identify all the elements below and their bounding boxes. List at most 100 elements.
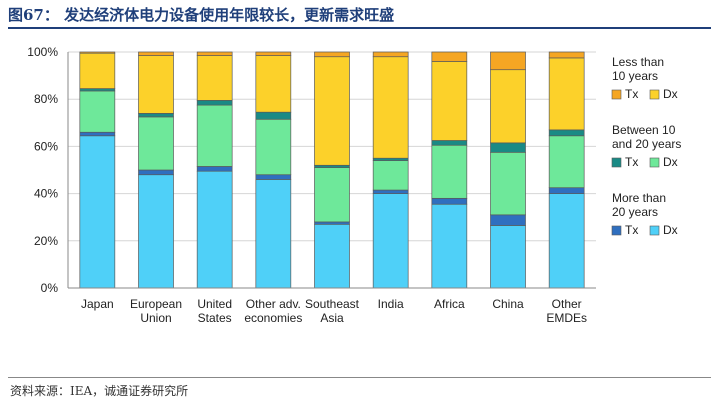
bar-segment-gt20-tx: [431, 197, 468, 205]
x-tick-label-line: Southeast: [305, 297, 360, 311]
bar-segment-lt10-tx: [431, 51, 468, 62]
bar-segment-lt10-tx: [314, 51, 350, 58]
bar-segment-lt10-dx: [372, 56, 409, 159]
bar-segment-lt10-dx: [314, 56, 350, 166]
legend-swatch: [611, 89, 622, 100]
bar-segment-lt10-tx: [196, 51, 233, 56]
legend-group-title: 10 years: [612, 69, 658, 83]
source-note: 资料来源：IEA，诚通证券研究所: [10, 384, 189, 398]
bar-segment-gt20-dx: [372, 193, 409, 289]
bar-segment-lt10-dx: [490, 69, 526, 144]
bar-segment-mid-tx: [490, 142, 526, 153]
y-tick-label: 20%: [34, 234, 58, 248]
bar-segment-mid-tx: [314, 164, 350, 168]
bar-segment-gt20-tx: [372, 189, 409, 194]
bar-segment-gt20-dx: [548, 193, 585, 289]
bar-segment-gt20-dx: [255, 179, 292, 289]
figure-title: 图67： 发达经济体电力设备使用年限较长，更新需求旺盛: [8, 6, 395, 24]
bar-segment-lt10-dx: [196, 55, 233, 101]
bar-segment-mid-dx: [196, 104, 233, 167]
bar-segment-gt20-tx: [79, 131, 116, 137]
legend-item-label: Dx: [663, 87, 678, 101]
bar-segment-mid-dx: [79, 90, 116, 133]
bar-segment-gt20-dx: [314, 223, 350, 289]
bar-segment-mid-dx: [548, 135, 585, 189]
legend-swatch: [649, 157, 660, 168]
bar-segment-gt20-tx: [314, 221, 350, 225]
bar-segment-gt20-dx: [490, 225, 526, 289]
bar-segment-lt10-dx: [138, 55, 174, 114]
legend-item-label: Tx: [625, 223, 638, 237]
x-tick-label-line: Africa: [434, 297, 465, 311]
bar-segment-gt20-tx: [490, 214, 526, 226]
y-tick-label: 80%: [34, 92, 58, 106]
x-tick-label-line: United: [197, 297, 232, 311]
x-tick-label-line: EMDEs: [546, 311, 587, 325]
x-tick-label: European Union: [130, 297, 182, 325]
y-tick-label: 60%: [34, 139, 58, 153]
bar-segment-mid-dx: [490, 151, 526, 216]
x-tick-label-line: Other: [552, 297, 582, 311]
bar-segment-mid-dx: [372, 160, 409, 191]
bar-segment-lt10-tx: [255, 51, 292, 56]
bar-segment-gt20-dx: [196, 170, 233, 289]
x-tick-label-line: economies: [244, 311, 302, 325]
y-tick-label: 100%: [27, 45, 58, 59]
x-tick-label: United States: [197, 297, 232, 325]
bar-segment-mid-dx: [255, 118, 292, 176]
legend-group-title: 20 years: [612, 205, 658, 219]
x-tick-label: India: [378, 297, 404, 311]
bars: [79, 51, 585, 289]
x-tick-label-line: Asia: [320, 311, 344, 325]
bar-segment-lt10-dx: [79, 52, 116, 89]
x-tick-label-line: India: [378, 297, 404, 311]
bar-segment-gt20-dx: [431, 203, 468, 289]
bar-segment-mid-tx: [372, 157, 409, 161]
legend-item-label: Dx: [663, 223, 678, 237]
bar-segment-mid-tx: [138, 113, 174, 118]
x-tick-label-line: Japan: [81, 297, 114, 311]
x-tick-label: Other EMDEs: [546, 297, 587, 325]
bar-segment-mid-tx: [548, 129, 585, 137]
bar-segment-mid-tx: [431, 140, 468, 146]
x-tick-label: China: [492, 297, 524, 311]
bar-segment-gt20-tx: [548, 187, 585, 194]
y-tick-label: 0%: [41, 281, 59, 295]
x-tick-label-line: States: [198, 311, 232, 325]
bar-segment-lt10-tx: [490, 51, 526, 71]
bar-segment-mid-dx: [138, 116, 174, 171]
bar-segment-gt20-tx: [196, 166, 233, 172]
bar-segment-gt20-dx: [79, 135, 116, 289]
legend-group-title: Between 10: [612, 123, 676, 137]
x-tick-label: Southeast Asia: [305, 297, 360, 325]
x-tick-label: Japan: [81, 297, 114, 311]
legend-item-label: Tx: [625, 87, 638, 101]
x-tick-label: Africa: [434, 297, 465, 311]
x-tick-label-line: Other adv.: [246, 297, 301, 311]
legend-group-title: Less than: [612, 55, 664, 69]
legend-item-label: Dx: [663, 155, 678, 169]
bar-segment-gt20-dx: [138, 174, 174, 289]
bar-segment-lt10-tx: [548, 51, 585, 59]
legend-swatch: [611, 225, 622, 236]
bar-segment-mid-tx: [196, 100, 233, 106]
legend-swatch: [649, 225, 660, 236]
x-tick-label-line: Union: [140, 311, 171, 325]
title-divider: [8, 27, 711, 29]
bar-segment-gt20-tx: [255, 174, 292, 180]
x-tick-label: Other adv. economies: [244, 297, 302, 325]
x-tick-label-line: China: [492, 297, 524, 311]
y-tick-label: 40%: [34, 187, 58, 201]
legend-group-title: and 20 years: [612, 137, 681, 151]
source-divider: [8, 377, 711, 378]
bar-segment-lt10-dx: [548, 57, 585, 131]
bar-segment-lt10-tx: [79, 51, 116, 54]
bar-segment-lt10-dx: [255, 55, 292, 113]
legend-item-label: Tx: [625, 155, 638, 169]
bar-segment-lt10-dx: [431, 61, 468, 141]
bar-segment-lt10-tx: [138, 51, 174, 56]
stacked-bar-chart: 0% 20% 40% 60% 80% 100% Japan European Union Unit…: [27, 45, 681, 325]
legend-swatch: [611, 157, 622, 168]
bar-segment-mid-tx: [79, 88, 116, 92]
